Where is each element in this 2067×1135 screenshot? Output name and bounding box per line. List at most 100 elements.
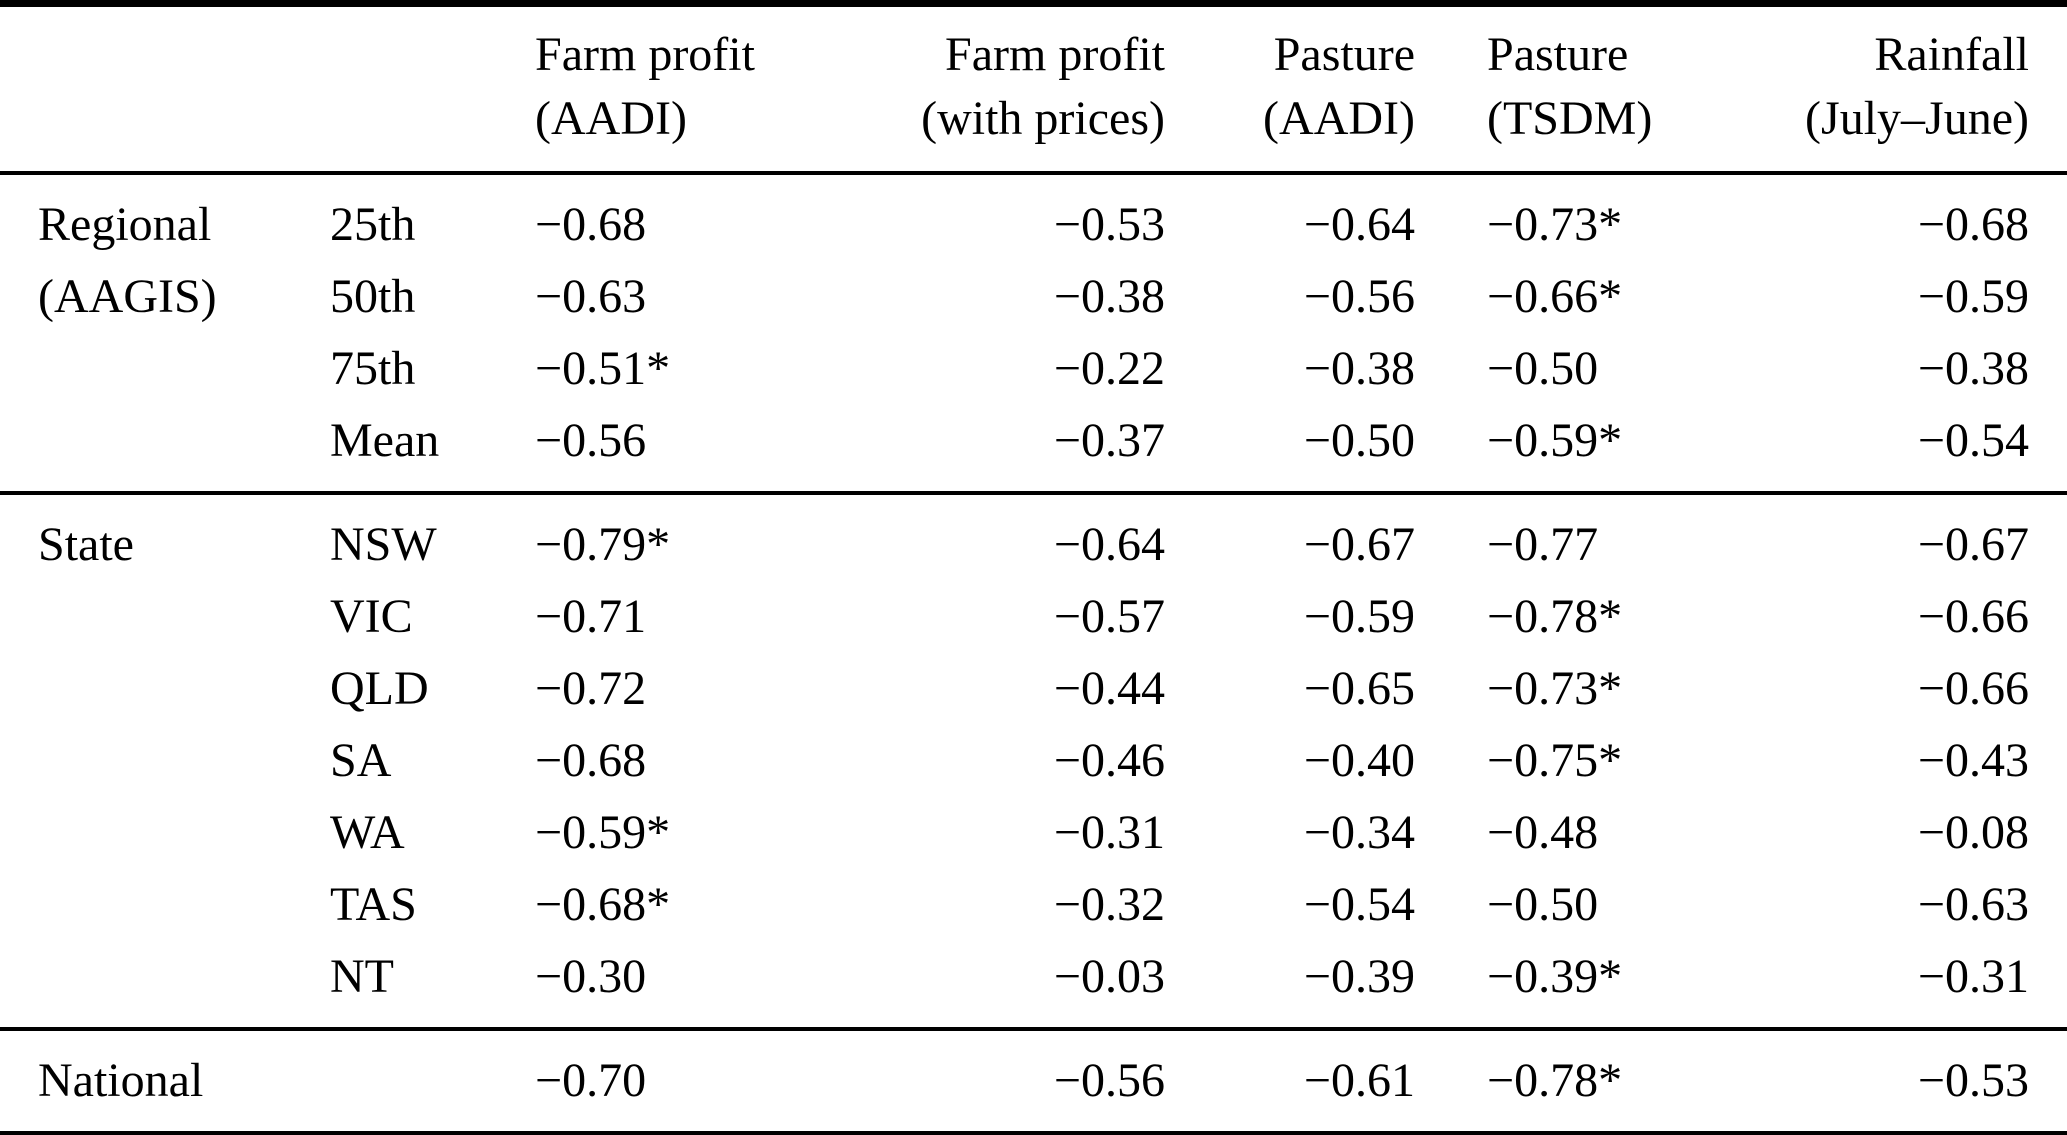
value-cell: −0.68 <box>535 734 647 787</box>
group-label-state: State <box>0 493 330 1029</box>
col-header-line1: Rainfall <box>1874 28 2029 81</box>
table-row: TAS −0.68* −0.32 −0.54 −0.50 −0.63 <box>0 869 2067 941</box>
table-header-row: Farm profit (AADI) Farm profit (with pri… <box>0 4 2067 174</box>
value-cell: −0.66 <box>1917 662 2029 715</box>
row-label: WA <box>330 806 405 859</box>
value-cell: −0.38 <box>1303 342 1415 395</box>
value-cell: −0.78* <box>1487 1054 1623 1107</box>
row-label: 25th <box>330 198 416 251</box>
col-header-farm-profit-aadi: Farm profit (AADI) <box>535 4 870 174</box>
value-cell: −0.56 <box>535 414 647 467</box>
value-cell: −0.37 <box>1053 414 1165 467</box>
value-cell: −0.57 <box>1053 590 1165 643</box>
group-regional-aagis: Regional (AAGIS) 25th −0.68 −0.53 −0.64 … <box>0 173 2067 493</box>
row-label: NT <box>330 950 394 1003</box>
value-cell: −0.72 <box>535 662 647 715</box>
col-header-line1: Pasture <box>1487 28 1629 81</box>
value-cell: −0.44 <box>1053 662 1165 715</box>
value-cell: −0.56 <box>1303 270 1415 323</box>
header-spacer-group <box>0 4 330 174</box>
table-row: Mean −0.56 −0.37 −0.50 −0.59* −0.54 <box>0 405 2067 493</box>
col-header-line2: (AADI) <box>1263 92 1415 145</box>
value-cell: −0.59* <box>1487 414 1623 467</box>
value-cell: −0.77 <box>1487 518 1599 571</box>
table-row: National −0.70 −0.56 −0.61 −0.78* −0.53 <box>0 1029 2067 1135</box>
value-cell: −0.59 <box>1917 270 2029 323</box>
value-cell: −0.75* <box>1487 734 1623 787</box>
row-label: Mean <box>330 414 440 467</box>
table-row: Regional (AAGIS) 25th −0.68 −0.53 −0.64 … <box>0 173 2067 323</box>
col-header-line2: (TSDM) <box>1487 92 1653 145</box>
value-cell: −0.38 <box>1917 342 2029 395</box>
group-state: State NSW −0.79* −0.64 −0.67 −0.77 −0.67… <box>0 493 2067 1029</box>
value-cell: −0.40 <box>1303 734 1415 787</box>
value-cell: −0.39* <box>1487 950 1623 1003</box>
row-label: 75th <box>330 342 416 395</box>
value-cell: −0.32 <box>1053 878 1165 931</box>
col-header-line2: (AADI) <box>535 92 687 145</box>
value-cell: −0.22 <box>1053 342 1165 395</box>
value-cell: −0.43 <box>1917 734 2029 787</box>
table-row: 50th −0.63 −0.38 −0.56 −0.66* −0.59 <box>0 261 2067 333</box>
value-cell: −0.30 <box>535 950 647 1003</box>
value-cell: −0.63 <box>1917 878 2029 931</box>
value-cell: −0.51* <box>535 342 671 395</box>
value-cell: −0.70 <box>535 1054 647 1107</box>
value-cell: −0.66 <box>1917 590 2029 643</box>
col-header-line2: (with prices) <box>921 92 1165 145</box>
value-cell: −0.61 <box>1303 1054 1415 1107</box>
value-cell: −0.68 <box>1917 198 2029 251</box>
value-cell: −0.64 <box>1303 198 1415 251</box>
group-label-line1: State <box>38 518 134 571</box>
col-header-pasture-aadi: Pasture (AADI) <box>1165 4 1415 174</box>
value-cell: −0.38 <box>1053 270 1165 323</box>
value-cell: −0.50 <box>1487 878 1599 931</box>
value-cell: −0.54 <box>1917 414 2029 467</box>
col-header-pasture-tsdm: Pasture (TSDM) <box>1415 4 1710 174</box>
row-label: QLD <box>330 662 429 715</box>
value-cell: −0.53 <box>1917 1054 2029 1107</box>
value-cell: −0.39 <box>1303 950 1415 1003</box>
value-cell: −0.31 <box>1053 806 1165 859</box>
value-cell: −0.79* <box>535 518 671 571</box>
value-cell: −0.59* <box>535 806 671 859</box>
group-label-line2: (AAGIS) <box>38 270 217 323</box>
value-cell: −0.08 <box>1917 806 2029 859</box>
group-label-national: National <box>38 1054 204 1107</box>
header-spacer-sub <box>330 4 535 174</box>
value-cell: −0.73* <box>1487 198 1623 251</box>
value-cell: −0.59 <box>1303 590 1415 643</box>
value-cell: −0.67 <box>1917 518 2029 571</box>
table-row: SA −0.68 −0.46 −0.40 −0.75* −0.43 <box>0 725 2067 797</box>
row-label: 50th <box>330 270 416 323</box>
col-header-line2: (July–June) <box>1805 92 2029 145</box>
value-cell: −0.53 <box>1053 198 1165 251</box>
table-row: VIC −0.71 −0.57 −0.59 −0.78* −0.66 <box>0 581 2067 653</box>
group-label-regional: Regional (AAGIS) <box>0 173 330 493</box>
value-cell: −0.50 <box>1487 342 1599 395</box>
value-cell: −0.03 <box>1053 950 1165 1003</box>
value-cell: −0.63 <box>535 270 647 323</box>
value-cell: −0.54 <box>1303 878 1415 931</box>
value-cell: −0.50 <box>1303 414 1415 467</box>
value-cell: −0.31 <box>1917 950 2029 1003</box>
col-header-line1: Pasture <box>1273 28 1415 81</box>
value-cell: −0.67 <box>1303 518 1415 571</box>
table-header: Farm profit (AADI) Farm profit (with pri… <box>0 4 2067 174</box>
table-row: NT −0.30 −0.03 −0.39 −0.39* −0.31 <box>0 941 2067 1029</box>
row-label: VIC <box>330 590 413 643</box>
table-row: WA −0.59* −0.31 −0.34 −0.48 −0.08 <box>0 797 2067 869</box>
col-header-rainfall: Rainfall (July–June) <box>1710 4 2067 174</box>
group-national: National −0.70 −0.56 −0.61 −0.78* −0.53 <box>0 1029 2067 1135</box>
value-cell: −0.65 <box>1303 662 1415 715</box>
row-label: NSW <box>330 518 437 571</box>
value-cell: −0.56 <box>1053 1054 1165 1107</box>
value-cell: −0.73* <box>1487 662 1623 715</box>
table-row: State NSW −0.79* −0.64 −0.67 −0.77 −0.67 <box>0 493 2067 581</box>
value-cell: −0.48 <box>1487 806 1599 859</box>
value-cell: −0.64 <box>1053 518 1165 571</box>
value-cell: −0.68 <box>535 198 647 251</box>
value-cell: −0.46 <box>1053 734 1165 787</box>
